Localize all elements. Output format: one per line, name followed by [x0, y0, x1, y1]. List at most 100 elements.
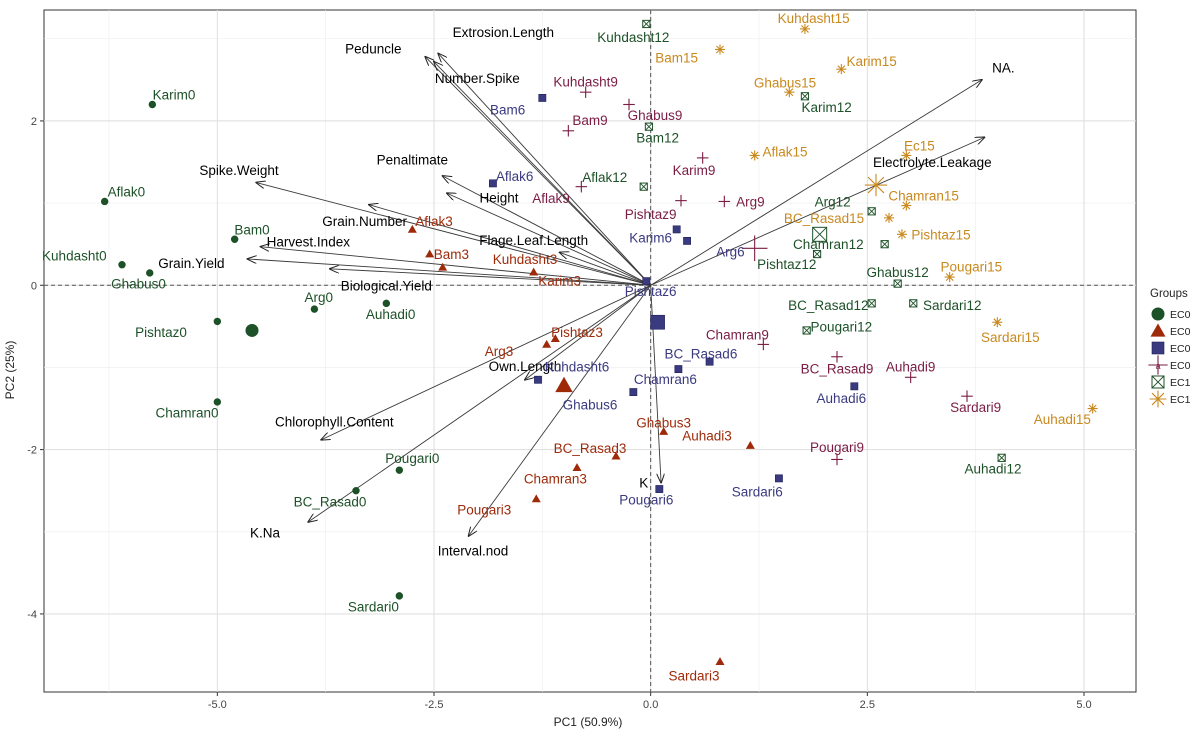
loading-label-harvest-index: Harvest.Index: [267, 235, 351, 250]
loading-label-own-length: Own.Length: [489, 359, 562, 374]
data-point-sardari0: [395, 592, 404, 600]
loading-arrow-grain-yield: [248, 259, 651, 286]
x-tick-label: 5.0: [1076, 699, 1091, 711]
point-label-ghabus3: Ghabus3: [636, 415, 691, 430]
point-label-sardari9: Sardari9: [950, 400, 1001, 415]
data-point-pishtaz9: [675, 194, 687, 207]
point-label-aflak3: Aflak3: [415, 214, 453, 229]
loading-label-k: K: [639, 475, 648, 490]
data-point-kuhdasht0: [118, 261, 126, 269]
point-label-karim6: Karim6: [629, 231, 672, 246]
point-label-karim9: Karim9: [673, 163, 716, 178]
loading-arrow-penaltimate: [443, 176, 651, 286]
data-point-kuhdasht3: [438, 262, 448, 271]
x-tick-label: -2.5: [425, 699, 444, 711]
data-point-ghabus3: [659, 427, 669, 435]
data-point-kuhdasht6: [534, 375, 542, 384]
y-axis-title: PC2 (25%): [3, 341, 17, 400]
point-label-ghabus6: Ghabus6: [563, 397, 618, 412]
data-point-bc-rasad0: [352, 486, 360, 495]
data-point-bam9: [562, 125, 575, 137]
data-point-chamran12: [880, 240, 889, 249]
legend-key-glyph: a: [1155, 361, 1160, 371]
data-point-bam3: [425, 249, 435, 258]
data-point-pougari15: [944, 272, 955, 283]
data-point-pougari6: [655, 485, 664, 493]
data-point-bam15: [714, 44, 726, 55]
data-point-bc-rasad12: [867, 299, 876, 308]
x-tick-label: -5.0: [208, 699, 227, 711]
loading-arrow-harvest-index: [261, 247, 651, 286]
data-point-sardari3: [715, 657, 725, 665]
loading-arrow-number-spike: [434, 62, 651, 286]
loading-label-chlorophyll-content: Chlorophyll.Content: [275, 415, 394, 430]
point-label-karim3: Karim3: [538, 273, 581, 288]
loading-arrow-own-length: [525, 284, 651, 379]
loading-arrow-interval-nod: [469, 285, 652, 536]
data-point-bc-rasad3: [611, 451, 621, 460]
point-label-pishtaz15: Pishtaz15: [911, 227, 970, 242]
legend-label-5: EC1: [1170, 377, 1191, 389]
data-point-ghabus15: [784, 87, 795, 98]
x-tick-label: 0.0: [643, 699, 658, 711]
data-point-bc-rasad15: [883, 212, 895, 223]
point-label-bam6: Bam6: [490, 102, 525, 117]
loading-arrow-peduncle: [425, 57, 651, 286]
data-point-karim9: [696, 152, 709, 164]
point-label-bc-rasad6: BC_Rasad6: [665, 346, 738, 361]
point-label-kuhdasht9: Kuhdasht9: [553, 74, 618, 89]
data-point-aflak12: [639, 182, 648, 191]
point-label-auhadi6: Auhadi6: [817, 391, 867, 406]
point-label-sardari12: Sardari12: [923, 298, 982, 313]
loading-label-electrolyte-leakage: Electrolyte.Leakage: [873, 155, 992, 170]
point-labels: Karim0 Aflak0 Kuhdasht0 Ghabus0 Bam0 Pishtaz0…: [42, 11, 1091, 683]
data-point-ghabus12: [893, 279, 902, 288]
point-label-kuhdasht3: Kuhdasht3: [493, 252, 558, 267]
point-label-aflak6: Aflak6: [496, 169, 534, 184]
data-point-arg0: [310, 305, 319, 313]
group-centroids: [244, 173, 888, 393]
data-point-pougari3: [531, 494, 541, 503]
group-centroid-3: [650, 314, 665, 330]
data-point-chamran9: [757, 338, 770, 351]
point-label-aflak0: Aflak0: [108, 185, 146, 200]
group-centroid-5: [812, 226, 828, 242]
loading-label-peduncle: Peduncle: [345, 42, 401, 57]
legend-item-1: EC0: [1151, 307, 1191, 321]
loading-arrow-biological-yield: [330, 269, 651, 286]
data-point-arg3: [542, 339, 552, 348]
point-label-pougari6: Pougari6: [619, 493, 673, 508]
group-centroid-1: [244, 322, 260, 338]
point-label-arg12: Arg12: [815, 194, 851, 209]
data-point-auhadi6: [850, 382, 859, 391]
legend-item-6: EC1: [1149, 390, 1191, 408]
loading-label-biological-yield: Biological.Yield: [341, 278, 432, 293]
legend: Groups EC0 EC0 EC0 a EC0 EC1 EC1: [1148, 288, 1191, 408]
data-point-karim0: [148, 100, 157, 109]
point-label-karim12: Karim12: [801, 100, 851, 115]
point-label-ghabus15: Ghabus15: [754, 75, 816, 90]
point-label-kuhdasht15: Kuhdasht15: [778, 11, 850, 26]
point-label-pougari3: Pougari3: [457, 503, 511, 518]
data-point-bam0: [230, 235, 239, 243]
data-point-kuhdasht12: [642, 19, 651, 29]
legend-label-4: EC0: [1170, 360, 1191, 372]
loading-label-height: Height: [479, 190, 518, 205]
point-label-pishtaz0: Pishtaz0: [135, 325, 187, 340]
loading-label-flage-leaf-length: Flage.Leaf.Length: [479, 233, 588, 248]
point-label-sardari6: Sardari6: [732, 485, 783, 500]
data-point-pougari0: [395, 466, 404, 474]
point-label-arg9: Arg9: [736, 194, 765, 209]
point-label-kuhdasht0: Kuhdasht0: [42, 249, 107, 264]
loading-label-grain-yield: Grain.Yield: [158, 256, 224, 271]
point-label-pishtaz6: Pishtaz6: [625, 284, 677, 299]
x-axis-title: PC1 (50.9%): [554, 715, 623, 729]
legend-label-1: EC0: [1170, 309, 1191, 321]
data-point-ec15: [901, 150, 912, 161]
data-point-arg6: [683, 236, 691, 245]
legend-key-4: [1148, 355, 1168, 375]
data-point-karim12: [800, 92, 810, 101]
legend-item-5: EC1: [1151, 375, 1191, 389]
grid: [43, 9, 1137, 693]
data-point-bam6: [538, 94, 547, 102]
